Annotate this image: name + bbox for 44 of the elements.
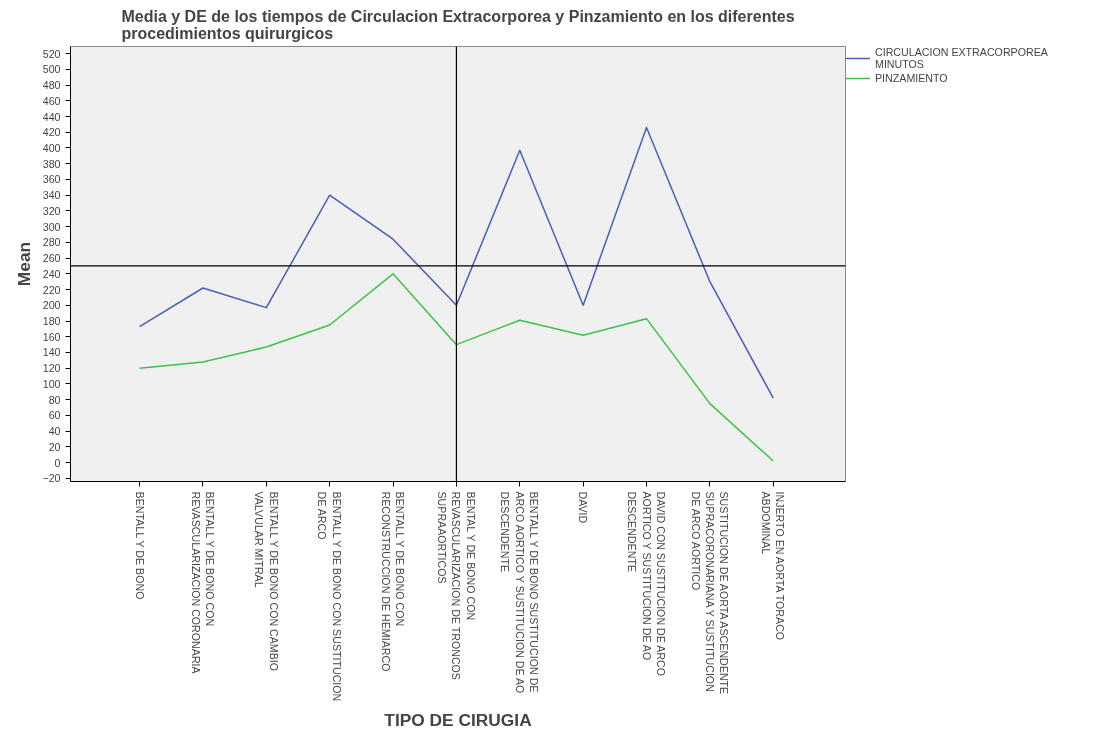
x-tick-label: BENTALL Y DE BONO CON CAMBIO VALVULAR MITRAL bbox=[253, 491, 280, 672]
y-tick-label: 280 bbox=[42, 236, 61, 249]
y-tick-label: 200 bbox=[42, 299, 61, 312]
y-tick-label: 460 bbox=[42, 94, 61, 107]
y-tick-label: 420 bbox=[42, 126, 61, 139]
y-tick-label: 40 bbox=[48, 425, 61, 438]
y-tick-label: 60 bbox=[48, 409, 61, 422]
x-tick-label: BENTAL Y DE BONO CON REVASCULARIZACION DE TRONCOS SUPRAAORTICOS bbox=[436, 491, 477, 680]
y-tick-label: 360 bbox=[42, 173, 61, 186]
y-tick-label: 260 bbox=[42, 252, 61, 265]
y-tick-label: 120 bbox=[42, 362, 61, 375]
x-tick-label: SUSTITUCION DE AORTA ASCENDENTE SUPRACORONARIANA Y SUSTITUCION DE ARCO AORTICO bbox=[689, 491, 731, 695]
y-tick-label: 80 bbox=[48, 393, 61, 406]
x-tick-label: BENTALL Y DE BONO CON SUSTITUCION DE ARCO bbox=[316, 491, 343, 702]
y-tick-label: 220 bbox=[42, 283, 61, 296]
chart-title: Media y DE de los tiempos de Circulacion Extracorporea y Pinzamiento en los diferentes procedimientos quirurgicos bbox=[121, 7, 795, 42]
y-tick-label: 320 bbox=[42, 204, 61, 217]
y-tick-label: 500 bbox=[42, 63, 61, 76]
y-axis-title: Mean bbox=[14, 241, 35, 287]
y-tick-label: 520 bbox=[42, 47, 61, 60]
x-axis-title: TIPO DE CIRUGIA bbox=[384, 710, 533, 731]
y-tick-label: 480 bbox=[42, 79, 61, 92]
y-tick-label: 100 bbox=[42, 377, 61, 390]
legend-label: CIRCULACION EXTRACORPOREA MINUTOS bbox=[875, 46, 1048, 70]
x-tick-label: BENTALL Y DE BONO CON RECONSTRUCCION DE HEMIARCO bbox=[379, 491, 407, 672]
x-tick-label: BENTALL Y DE BONO bbox=[133, 491, 146, 600]
y-tick-label: 20 bbox=[48, 440, 61, 453]
y-tick-label: 300 bbox=[42, 220, 61, 233]
y-tick-label: −20 bbox=[42, 472, 61, 485]
x-tick-label: DAVID CON SUSTITUCION DE ARCO AORTICO Y SUSTITUCION DE AO DESCENDENTE bbox=[626, 491, 667, 677]
x-tick-label: BENTALL Y DE BONO CON REVASCULARIZACION CORONARIA bbox=[189, 491, 217, 675]
y-tick-label: 180 bbox=[42, 315, 61, 328]
y-tick-label: 380 bbox=[42, 157, 61, 170]
legend-label: PINZAMIENTO bbox=[875, 72, 948, 84]
y-tick-label: 340 bbox=[42, 189, 61, 202]
x-tick-label: BENTALL Y DE BONO SUSTITUCION DE ARCO AORTICO Y SUSTITUCION DE AO DESCENDENTE bbox=[499, 491, 541, 694]
x-tick-label: INJERTO EN AORTA TORACO ABDOMINAL bbox=[760, 491, 787, 641]
x-tick-label: DAVID bbox=[577, 491, 590, 524]
y-tick-label: 400 bbox=[42, 141, 61, 154]
y-tick-label: 240 bbox=[42, 267, 61, 280]
y-tick-label: 0 bbox=[54, 456, 61, 469]
y-tick-label: 160 bbox=[42, 330, 61, 343]
y-tick-label: 140 bbox=[42, 346, 61, 359]
y-tick-label: 440 bbox=[42, 110, 61, 123]
